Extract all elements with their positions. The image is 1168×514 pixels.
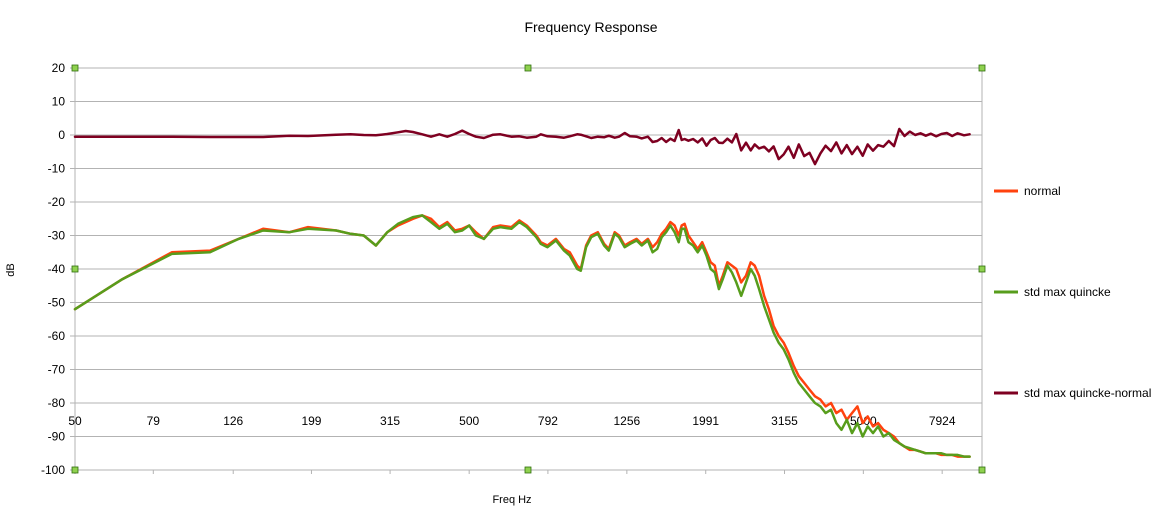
y-tick-label: -60 <box>48 329 66 343</box>
x-tick-label: 126 <box>223 414 243 428</box>
legend-label: std max quincke-normal <box>1024 386 1151 400</box>
series-lines <box>73 127 971 458</box>
x-tick-label: 1991 <box>692 414 719 428</box>
x-tick-label: 792 <box>538 414 558 428</box>
resize-handle[interactable] <box>978 265 986 273</box>
x-tick-label: 315 <box>380 414 400 428</box>
x-tick-label: 199 <box>301 414 321 428</box>
y-axis-label: dB <box>5 263 17 276</box>
x-tick-label: 7924 <box>929 414 956 428</box>
y-tick-label: -10 <box>48 162 66 176</box>
series-line <box>73 214 971 458</box>
y-tick-label: -100 <box>41 463 65 477</box>
resize-handle[interactable] <box>978 64 986 72</box>
x-tick-label: 79 <box>147 414 161 428</box>
legend-label: normal <box>1024 184 1061 198</box>
series-line <box>73 127 971 166</box>
y-tick-label: 0 <box>58 128 65 142</box>
chart-title: Frequency Response <box>524 19 657 35</box>
resize-handle[interactable] <box>71 466 79 474</box>
selection-handles <box>71 64 986 474</box>
x-tick-label: 1256 <box>613 414 640 428</box>
y-tick-label: -70 <box>48 363 66 377</box>
x-tick-labels: 50 79 126 199 315 500 792 1256 1991 3155 5000 7924 <box>68 414 956 428</box>
resize-handle[interactable] <box>71 265 79 273</box>
resize-handle[interactable] <box>978 466 986 474</box>
y-tick-label: -80 <box>48 396 66 410</box>
y-tick-label: -40 <box>48 262 66 276</box>
resize-handle[interactable] <box>524 64 532 72</box>
y-tick-label: 10 <box>52 95 66 109</box>
x-tick-label: 3155 <box>771 414 798 428</box>
y-tick-label: -30 <box>48 229 66 243</box>
x-tick-label: 50 <box>68 414 82 428</box>
x-tick-label: 500 <box>459 414 479 428</box>
resize-handle[interactable] <box>71 64 79 72</box>
x-axis-label: Freq Hz <box>492 494 531 506</box>
resize-handle[interactable] <box>524 466 532 474</box>
gridlines <box>70 67 983 474</box>
legend: normal std max quincke std max quincke-nor… <box>994 184 1151 400</box>
y-tick-label: -20 <box>48 195 66 209</box>
y-tick-label: -50 <box>48 296 66 310</box>
legend-label: std max quincke <box>1024 285 1111 299</box>
y-tick-label: -90 <box>48 430 66 444</box>
y-tick-labels: 20 10 0 -10 -20 -30 -40 -50 -60 -70 -80 -90 -100 <box>41 61 65 477</box>
y-tick-label: 20 <box>52 61 66 75</box>
